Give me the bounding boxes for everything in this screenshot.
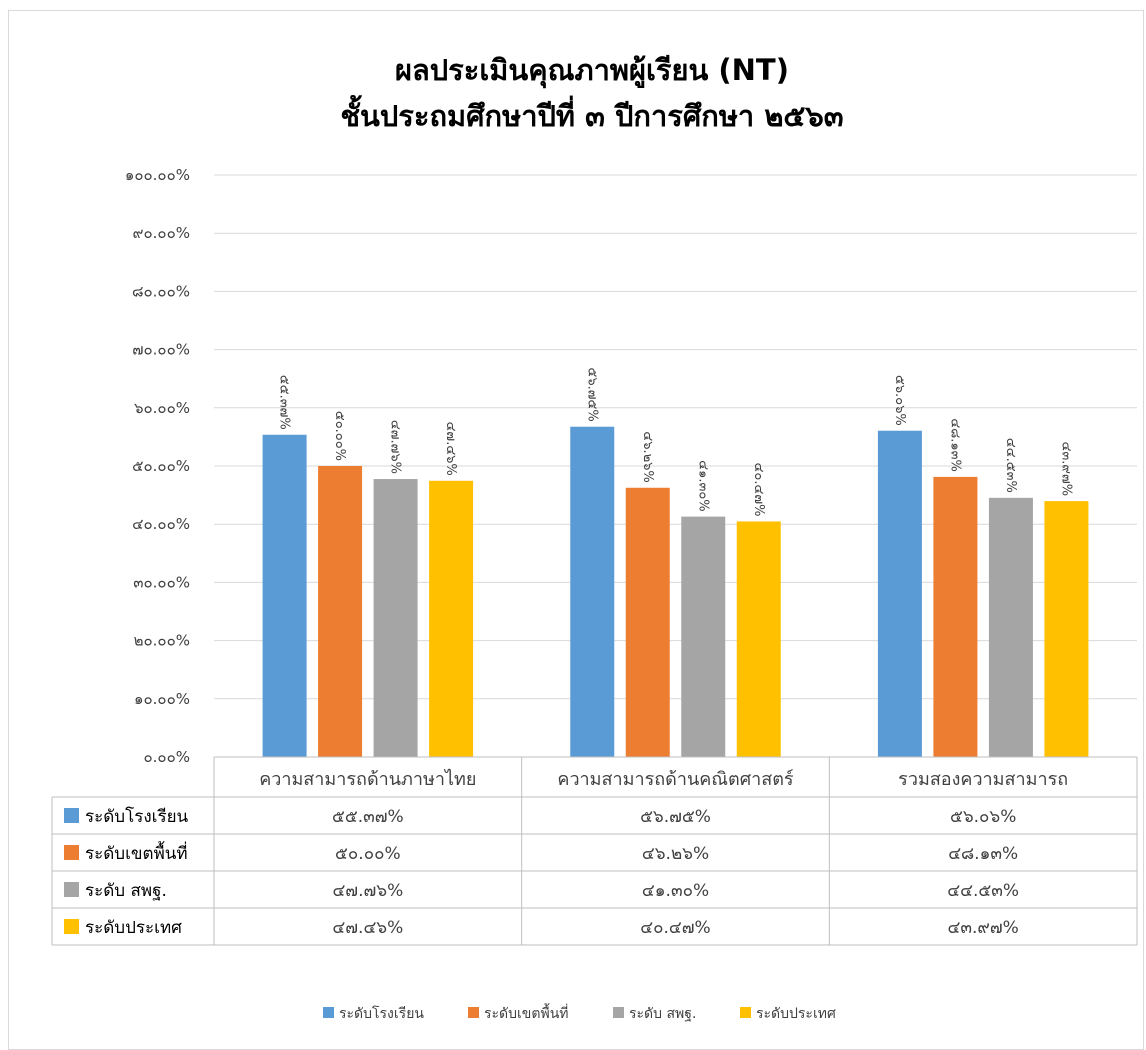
bar [877,430,922,757]
data-label: ๔๖.๒๖% [640,431,655,482]
data-label: ๕๖.๗๕% [584,368,599,422]
y-tick-label: ๓๐.๐๐% [133,573,190,591]
row-legend-key [64,882,79,897]
data-label: ๔๓.๙๗% [1058,442,1073,497]
bar [736,521,781,757]
y-tick-label: ๙๐.๐๐% [133,224,190,242]
table-cell-value: ๕๖.๗๕% [640,807,711,827]
bar [570,426,615,757]
legend-swatch [323,1007,334,1018]
row-legend-key [64,808,79,823]
data-label: ๔๘.๑๓% [947,418,962,472]
category-label: รวมสองความสามารถ [898,769,1068,790]
table-cell-value: ๔๗.๗๖% [332,881,403,901]
table-cell-value: ๔๓.๙๗% [948,918,1019,938]
legend-swatch [468,1007,479,1018]
table-cell-value: ๕๖.๐๖% [950,807,1016,827]
data-label: ๕๐.๐๐% [332,411,347,461]
row-series-name: ระดับโรงเรียน [85,806,189,827]
bar [988,497,1033,757]
data-label: ๔๐.๔๗% [751,463,766,517]
y-tick-label: ๕๐.๐๐% [132,457,190,475]
legend-label: ระดับเขตพื้นที่ [484,1003,569,1022]
bar [681,516,726,757]
y-axis-ticks: ๐.๐๐% ๑๐.๐๐% ๒๐.๐๐% ๓๐.๐๐% ๔๐.๐๐% ๕๐.๐๐% ๖๐.๐๐… [125,166,190,766]
legend-label: ระดับประเทศ [756,1006,836,1022]
legend-swatch [613,1007,624,1018]
data-label: ๔๔.๕๓% [1003,438,1018,493]
data-label: ๔๗.๔๖% [443,422,458,476]
bar [318,466,363,757]
bar [373,479,418,757]
row-legend-key [64,845,79,860]
chart-title: ผลประเมินคุณภาพผู้เรียน (NT) [395,53,789,88]
table-cell-value: ๕๕.๓๗% [332,807,404,827]
y-tick-label: ๒๐.๐๐% [134,632,190,650]
table-cell-value: ๔๖.๒๖% [642,844,709,864]
bars [262,426,1089,757]
table-cell-value: ๔๘.๑๓% [948,844,1018,864]
data-labels: ๕๕.๓๗% ๕๐.๐๐% ๔๗.๗๖% ๔๗.๔๖% ๕๖.๗๕% ๔๖.๒๖% ๔๑.๓… [277,368,1074,517]
y-tick-label: ๐.๐๐% [144,748,191,766]
category-label: ความสามารถด้านคณิตศาสตร์ [557,769,793,790]
table-cell-value: ๔๔.๕๓% [947,881,1019,901]
bar [933,476,978,757]
bar [625,487,670,757]
table-cell-value: ๕๐.๐๐% [335,844,401,864]
row-series-name: ระดับประเทศ [85,918,182,938]
data-table: ความสามารถด้านภาษาไทย ความสามารถด้านคณิตศ… [51,756,1138,946]
legend-label: ระดับโรงเรียน [339,1005,424,1022]
row-series-name: ระดับเขตพื้นที่ [85,841,188,864]
data-label: ๔๑.๓๐% [695,460,710,511]
row-series-name: ระดับ สพฐ. [85,881,167,901]
y-tick-label: ๔๐.๐๐% [132,515,190,533]
y-tick-label: ๑๐.๐๐% [134,690,190,708]
table-cell-value: ๔๗.๔๖% [332,918,403,938]
chart-subtitle: ชั้นประถมศึกษาปีที่ ๓ ปีการศึกษา ๒๕๖๓ [340,94,843,133]
y-tick-label: ๘๐.๐๐% [132,282,190,300]
table-cell-value: ๔๐.๔๗% [640,918,710,938]
category-label: ความสามารถด้านภาษาไทย [259,768,476,790]
legend-swatch [740,1007,751,1018]
data-label: ๕๖.๐๖% [892,375,907,426]
legend: ระดับโรงเรียน ระดับเขตพื้นที่ ระดับ สพฐ. ระ… [323,1003,836,1022]
bar [1044,501,1089,757]
y-tick-label: ๑๐๐.๐๐% [125,166,190,184]
data-label: ๕๕.๓๗% [277,375,292,430]
bar [262,434,307,757]
y-tick-label: ๗๐.๐๐% [132,341,190,359]
y-tick-label: ๖๐.๐๐% [134,399,190,417]
row-legend-key [64,919,79,934]
table-cell-value: ๔๑.๓๐% [642,881,709,901]
legend-label: ระดับ สพฐ. [629,1006,696,1022]
bar [429,480,474,757]
data-label: ๔๗.๗๖% [388,420,403,474]
